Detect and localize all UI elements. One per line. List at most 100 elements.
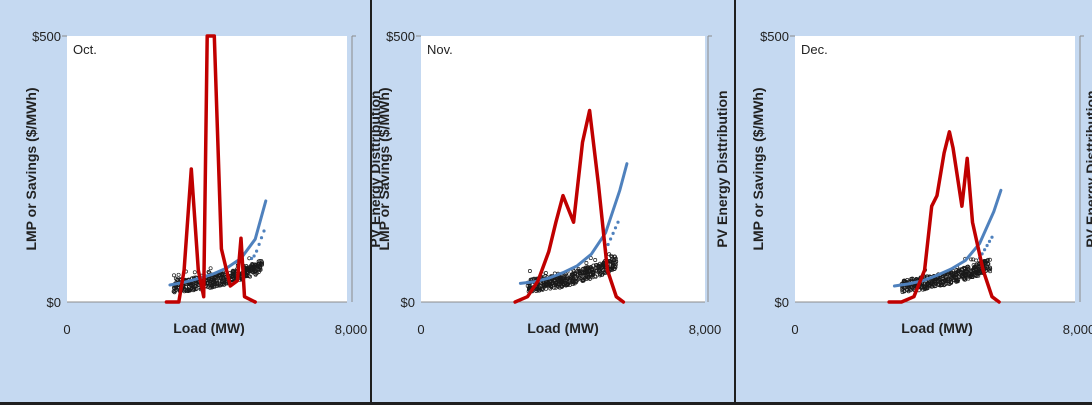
scatter-point	[182, 289, 187, 294]
y2-axis-title: PV Energy Disttribution	[1083, 90, 1092, 247]
y-axis-title: LMP or Savings ($/MWh)	[376, 87, 392, 250]
scatter-point	[593, 274, 597, 279]
scatter-outlier-point	[262, 229, 266, 233]
scatter-point	[541, 281, 546, 286]
scatter-point	[900, 288, 905, 293]
scatter-point	[580, 274, 585, 279]
scatter-point	[944, 279, 949, 284]
plot-area	[421, 36, 705, 302]
scatter-point	[968, 268, 973, 273]
scatter-point	[962, 266, 967, 271]
scatter-point	[610, 255, 614, 260]
scatter-point	[213, 280, 218, 285]
scatter-point	[929, 284, 934, 289]
scatter-point	[947, 281, 952, 286]
scatter-point	[222, 282, 227, 287]
scatter-point	[607, 252, 612, 257]
y-tick-label: $0	[401, 295, 415, 310]
scatter-outlier-point	[987, 239, 992, 243]
scatter-point	[593, 274, 598, 279]
scatter-point	[574, 276, 578, 281]
scatter-point	[956, 268, 961, 273]
y-tick-label: $0	[775, 295, 789, 310]
scatter-point	[258, 267, 263, 272]
scatter-point	[173, 276, 178, 281]
scatter-point	[576, 267, 581, 272]
scatter-outlier-point	[250, 256, 254, 261]
pv-distribution-line	[887, 130, 1001, 304]
month-label: Nov.	[427, 42, 453, 57]
scatter-point	[256, 259, 261, 264]
x-axis-title: Load (MW)	[901, 320, 973, 336]
x-tick-label: 0	[63, 322, 70, 337]
scatter-point	[597, 268, 602, 273]
scatter-outlier-point	[255, 249, 259, 253]
x-tick-label: 0	[791, 322, 798, 337]
scatter-point	[248, 266, 253, 271]
scatter-point	[580, 278, 585, 283]
month-label: Dec.	[801, 42, 828, 57]
scatter-point	[945, 272, 950, 277]
scatter-outlier-point	[983, 248, 987, 252]
scatter-point	[252, 265, 257, 270]
scatter-point	[951, 272, 956, 277]
scatter-point	[212, 284, 216, 289]
scatter-point	[904, 287, 909, 292]
scatter-outlier-point	[252, 254, 256, 258]
scatter-outlier-point	[616, 220, 620, 224]
scatter-outlier-point	[611, 231, 615, 235]
scatter-point	[527, 269, 532, 273]
scatter-point	[976, 273, 981, 278]
scatter-point	[256, 264, 261, 269]
y2-axis-title: PV Energy Disttribution	[714, 90, 730, 247]
scatter-point	[965, 264, 970, 269]
scatter-point	[192, 270, 197, 275]
scatter-point	[174, 287, 179, 292]
scatter-point	[941, 283, 946, 288]
scatter-point	[568, 275, 573, 280]
scatter-point	[253, 264, 258, 269]
panel-divider	[734, 0, 736, 405]
scatter-point	[589, 267, 594, 272]
scatter-point	[969, 275, 974, 280]
month-label: Oct.	[73, 42, 97, 57]
x-tick-label: 8,000	[1063, 322, 1092, 337]
scatter-outlier-point	[259, 236, 264, 240]
scatter-outlier-point	[613, 226, 618, 230]
scatter-point	[581, 266, 586, 271]
y-tick-label: $0	[47, 295, 61, 310]
scatter-point	[591, 271, 596, 276]
scatter-point	[252, 262, 257, 267]
scatter-point	[192, 287, 197, 292]
x-axis-title: Load (MW)	[527, 320, 599, 336]
scatter-point	[171, 289, 176, 294]
scatter-point	[909, 277, 914, 281]
scatter-point	[188, 282, 193, 287]
scatter-point	[581, 270, 586, 275]
scatter-point	[561, 282, 566, 286]
scatter-point	[936, 279, 941, 284]
scatter-point	[613, 261, 618, 266]
scatter-point	[208, 280, 212, 285]
scatter-point	[188, 288, 192, 293]
scatter-point	[969, 257, 974, 262]
scatter-point	[543, 271, 548, 275]
scatter-point	[206, 270, 211, 274]
scatter-point	[172, 273, 176, 278]
y-tick-label: $500	[386, 29, 415, 44]
scatter-point	[259, 259, 264, 264]
scatter-point	[256, 261, 261, 266]
scatter-point	[944, 277, 949, 282]
scatter-point	[252, 269, 257, 274]
scatter-point	[552, 285, 557, 290]
scatter-point	[536, 285, 541, 290]
scatter-point	[564, 277, 569, 282]
scatter-outlier-point	[257, 242, 261, 246]
x-tick-label: 8,000	[335, 322, 368, 337]
scatter-point	[562, 273, 567, 278]
scatter-point	[610, 257, 615, 262]
scatter-point	[584, 268, 589, 273]
scatter-point	[599, 272, 604, 277]
scatter-point	[962, 276, 967, 281]
scatter-point	[245, 271, 250, 275]
